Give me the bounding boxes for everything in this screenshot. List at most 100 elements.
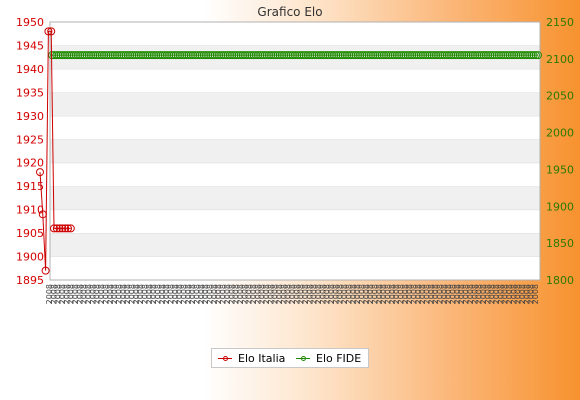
legend-label-elo-italia: Elo Italia [238,352,286,365]
x-tick-label: 2008 [201,284,210,304]
x-tick-label: 2008 [162,284,171,304]
y-left-tick-label: 1905 [16,227,44,240]
x-tick-label: 2008 [366,284,375,304]
x-tick-label: 2008 [462,284,471,304]
x-tick-label: 2008 [284,284,293,304]
x-tick-label: 2008 [327,284,336,304]
x-tick-label: 2008 [475,284,484,304]
y-left-tick-label: 1945 [16,39,44,52]
y-right-tick-label: 2000 [546,127,574,140]
x-tick-label: 2008 [110,284,119,304]
x-tick-label: 2008 [214,284,223,304]
x-tick-label: 2008 [362,284,371,304]
x-tick-label: 2008 [353,284,362,304]
x-tick-label: 2008 [396,284,405,304]
x-tick-label: 2008 [75,284,84,304]
x-tick-label: 2008 [49,284,58,304]
x-tick-label: 2008 [496,284,505,304]
x-tick-label: 2008 [392,284,401,304]
data-point-elo-fide [534,51,542,60]
y-left-tick-label: 1895 [16,274,44,287]
x-tick-label: 2008 [444,284,453,304]
x-tick-label: 2008 [145,284,154,304]
data-point-elo-italia [58,224,67,233]
x-tick-label: 2008 [106,284,115,304]
plot-band [50,162,540,187]
x-tick-label: 2008 [114,284,123,304]
data-point-elo-italia [55,224,64,233]
x-tick-label: 2008 [58,284,67,304]
plot-band [50,256,540,280]
plot-band [50,68,540,93]
series-elo-fide [48,51,542,60]
plot-band [50,92,540,116]
y-right-tick-label: 1900 [546,200,574,213]
x-tick-label: 2008 [271,284,280,304]
x-tick-label: 2008 [349,284,358,304]
data-point-elo-italia [38,210,47,219]
x-tick-label: 2008 [292,284,301,304]
x-tick-label: 2008 [188,284,197,304]
data-point-elo-fide [529,51,538,60]
y-left-tick-label: 1935 [16,86,44,99]
x-tick-label: 2008 [431,284,440,304]
x-tick-label: 2008 [483,284,492,304]
x-tick-label: 2008 [318,284,327,304]
y-right-tick-label: 2100 [546,53,574,66]
x-tick-label: 2008 [171,284,180,304]
legend-marker-elo-italia [223,356,228,361]
legend-marker-elo-fide [301,356,306,361]
x-tick-label: 2008 [336,284,345,304]
x-tick-label: 2008 [140,284,149,304]
x-tick-label: 2008 [158,284,167,304]
legend-item-elo-italia[interactable]: Elo Italia [218,352,285,366]
x-tick-label: 2008 [501,284,510,304]
x-tick-label: 2008 [67,284,76,304]
x-tick-label: 2008 [401,284,410,304]
y-left-tick-label: 1910 [16,204,44,217]
x-tick-label: 2008 [93,284,102,304]
x-tick-label: 2008 [219,284,228,304]
series-elo-italia [36,27,75,275]
x-tick-label: 2008 [388,284,397,304]
x-tick-label: 2008 [232,284,241,304]
plot-border [49,21,541,281]
data-point-elo-italia [66,224,75,233]
x-tick-label: 2008 [410,284,419,304]
y-right-tick-label: 1950 [546,163,574,176]
x-tick-label: 2008 [175,284,184,304]
x-tick-label: 2008 [275,284,284,304]
legend-item-elo-fide[interactable]: Elo FIDE [296,352,361,366]
x-tick-label: 2008 [206,284,215,304]
x-tick-label: 2008 [479,284,488,304]
x-tick-label: 2008 [492,284,501,304]
x-tick-label: 2008 [245,284,254,304]
x-tick-label: 2008 [167,284,176,304]
plot-bands [50,21,540,280]
legend: Elo Italia Elo FIDE [211,348,369,368]
x-tick-label: 2008 [509,284,518,304]
x-tick-label: 2008 [71,284,80,304]
x-tick-label: 2008 [331,284,340,304]
y-right-tick-label: 2150 [546,16,574,29]
x-tick-label: 2008 [266,284,275,304]
x-tick-label: 2008 [227,284,236,304]
x-tick-label: 2008 [184,284,193,304]
data-point-elo-italia [47,27,56,36]
y-right-axis: 1800 1850 1900 1950 2000 2050 2100 2150 [546,16,574,287]
x-tick-label: 2008 [240,284,249,304]
x-tick-label: 2008 [344,284,353,304]
x-tick-label: 2008 [149,284,158,304]
x-tick-label: 2008 [527,284,536,304]
data-point-elo-italia [61,224,70,233]
y-right-tick-label: 2050 [546,90,574,103]
x-tick-label: 2008 [101,284,110,304]
x-tick-label: 2008 [427,284,436,304]
plot-band [50,22,540,46]
legend-label-elo-fide: Elo FIDE [316,352,362,365]
x-tick-label: 2008 [136,284,145,304]
x-tick-label: 2008 [379,284,388,304]
x-tick-label: 2008 [123,284,132,304]
x-tick-label: 2008 [54,284,63,304]
